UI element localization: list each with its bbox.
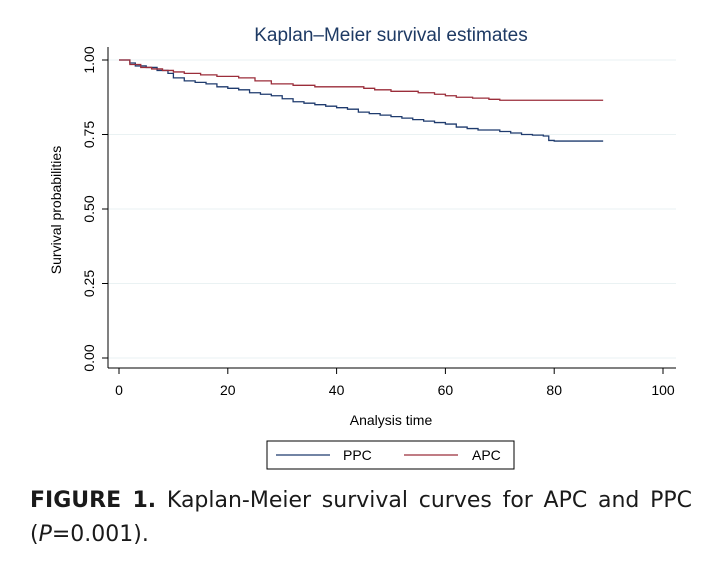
x-axis-label: Analysis time (350, 412, 433, 428)
y-tick-label-3: 0.75 (81, 121, 97, 148)
chart-title: Kaplan–Meier survival estimates (254, 25, 528, 46)
y-tick-label-0: 0.00 (81, 344, 97, 371)
legend-label-apc: APC (472, 447, 501, 463)
axes: 0.00 0.25 0.50 0.75 1.00 0 20 40 60 80 100 (81, 46, 676, 398)
y-tick-label-1: 0.25 (81, 270, 97, 297)
caption-open: ( (30, 522, 39, 547)
x-tick-label-3: 60 (438, 382, 454, 398)
legend-label-ppc: PPC (343, 447, 372, 463)
series-line-apc (119, 59, 604, 101)
x-tick-label-1: 20 (220, 382, 236, 398)
p-value: =0.001). (51, 522, 149, 547)
x-tick-label-4: 80 (546, 382, 562, 398)
legend: PPC APC (266, 440, 515, 470)
x-tick-label-5: 100 (651, 382, 675, 398)
survival-curves (119, 59, 604, 142)
figure-caption: FIGURE 1. Kaplan-Meier survival curves f… (30, 484, 692, 552)
y-axis-label: Survival probabilities (48, 146, 64, 274)
y-tick-label-4: 1.00 (81, 46, 97, 73)
y-tick-label-2: 0.50 (81, 195, 97, 222)
figure-label: FIGURE 1. (30, 488, 157, 513)
gridlines (108, 59, 676, 359)
x-tick-label-0: 0 (115, 382, 123, 398)
x-tick-label-2: 40 (329, 382, 345, 398)
caption-text: Kaplan-Meier survival curves for APC and… (166, 488, 692, 513)
p-symbol: P (38, 522, 52, 547)
series-line-ppc (119, 59, 604, 142)
